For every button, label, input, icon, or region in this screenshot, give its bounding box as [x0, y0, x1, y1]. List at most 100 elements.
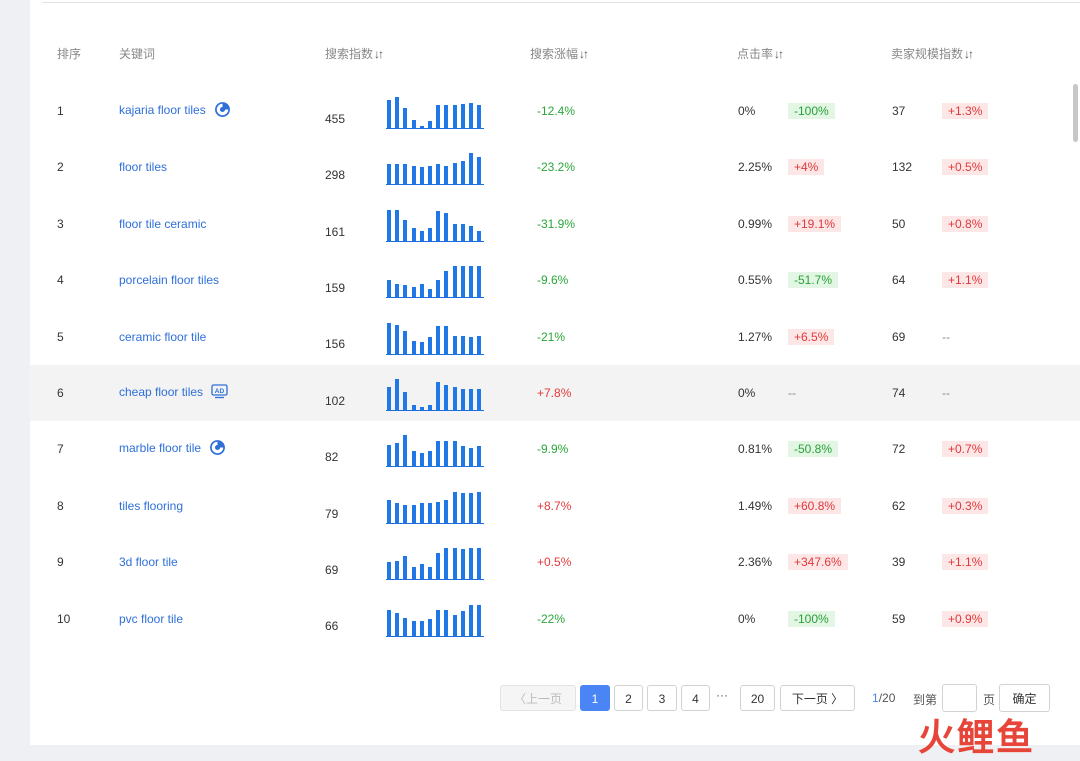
keyword-link[interactable]: ceramic floor tile	[119, 330, 206, 344]
keyword-link[interactable]: tiles flooring	[119, 499, 183, 513]
sparkline-bar	[444, 325, 449, 354]
table-row[interactable]: 2 floor tiles 298 -23.2% 2.25% +4% 132 +0.5%	[30, 139, 1080, 195]
keyword-text[interactable]: kajaria floor tiles	[119, 103, 206, 118]
ctr-change-badge: -51.7%	[788, 272, 839, 289]
keyword-link[interactable]: floor tiles	[119, 160, 167, 174]
search-trend-sparkline	[386, 262, 484, 299]
table-row[interactable]: 6 cheap floor tiles AD 102 +7.8% 0% -- 74 --	[30, 365, 1080, 421]
sparkline-bar	[428, 567, 432, 580]
seller-change-badge: +1.1%	[942, 554, 989, 571]
sparkline-bar	[469, 336, 473, 354]
seller-change-badge: +0.9%	[942, 610, 989, 627]
search-growth-cell: +8.7%	[537, 498, 572, 513]
sort-icon[interactable]: ↓↑	[774, 47, 784, 61]
sparkline-bar	[411, 166, 416, 185]
pie-chart-icon[interactable]	[209, 439, 226, 459]
pagination-ellipsis[interactable]: ···	[716, 688, 728, 702]
keyword-text[interactable]: cheap floor tiles	[119, 385, 204, 400]
table-row[interactable]: 7 marble floor tile 82 -9.9% 0.81% -50.8% 72 +0…	[30, 421, 1080, 477]
sparkline-bar	[411, 227, 416, 241]
sparkline-bar	[436, 501, 441, 523]
ctr-cell: 0%	[738, 386, 756, 400]
table-row[interactable]: 9 3d floor tile 69 +0.5% 2.36% +347.6% 39 +1.1%	[30, 534, 1080, 590]
keyword-link[interactable]: pvc floor tile	[119, 612, 183, 626]
sparkline-bar	[436, 210, 441, 241]
sparkline-bar	[395, 443, 400, 467]
sparkline-bar	[477, 266, 482, 298]
keyword-text[interactable]: floor tiles	[119, 160, 168, 175]
search-index-cell: 298	[325, 168, 346, 183]
page-3-button[interactable]: 3	[647, 685, 677, 711]
page-2-button[interactable]: 2	[614, 685, 643, 711]
sparkline-bar	[428, 166, 432, 185]
keyword-link[interactable]: porcelain floor tiles	[119, 273, 219, 287]
sparkline-bar	[460, 610, 465, 636]
rank-cell: 8	[57, 498, 64, 513]
page-4-button[interactable]: 4	[681, 685, 710, 711]
search-trend-sparkline	[386, 431, 484, 468]
pie-chart-icon[interactable]	[214, 101, 231, 121]
table-row[interactable]: 1 kajaria floor tiles 455 -12.4% 0% -100% 37 +1…	[30, 83, 1080, 139]
sparkline-bar	[419, 126, 424, 128]
sparkline-bar	[460, 161, 465, 185]
seller-index-cell: 69	[892, 329, 906, 344]
sparkline-bar	[403, 219, 408, 241]
sparkline-bar	[444, 441, 449, 467]
sparkline-bar	[452, 335, 457, 354]
page-1-button[interactable]: 1	[580, 685, 610, 711]
search-index-cell: 82	[325, 450, 339, 465]
keyword-text[interactable]: ceramic floor tile	[119, 329, 207, 344]
next-page-button[interactable]: 下一页 〉	[780, 685, 855, 711]
sparkline-bar	[403, 392, 408, 410]
ctr-cell: 0%	[738, 104, 756, 118]
sparkline-bar	[403, 108, 408, 128]
seller-index-cell: 37	[892, 104, 906, 118]
sparkline-bar	[460, 389, 465, 410]
keyword-text[interactable]: pvc floor tile	[119, 611, 184, 626]
prev-page-button[interactable]: 〈上一页	[500, 685, 576, 711]
search-growth-cell: -9.6%	[537, 273, 569, 288]
sparkline-bar	[444, 212, 449, 241]
table-row[interactable]: 8 tiles flooring 79 +8.7% 1.49% +60.8% 62 +0.3%	[30, 478, 1080, 534]
rank-cell: 10	[57, 611, 71, 626]
table-row[interactable]: 3 floor tile ceramic 161 -31.9% 0.99% +19.1% 5…	[30, 196, 1080, 252]
ctr-change-badge: +6.5%	[788, 328, 835, 345]
keyword-link[interactable]: marble floor tile	[119, 439, 226, 459]
sparkline-bar	[395, 284, 400, 298]
page-20-button[interactable]: 20	[740, 685, 775, 711]
sort-icon[interactable]: ↓↑	[374, 47, 384, 61]
keyword-text[interactable]: tiles flooring	[119, 498, 184, 513]
header-seller-index[interactable]: 卖家规模指数↓↑	[891, 47, 974, 61]
sparkline-bar	[411, 567, 416, 580]
keyword-text[interactable]: marble floor tile	[119, 441, 202, 456]
table-row[interactable]: 5 ceramic floor tile 156 -21% 1.27% +6.5% 69 --	[30, 309, 1080, 365]
ctr-cell: 1.49%	[738, 498, 773, 513]
table-row[interactable]: 10 pvc floor tile 66 -22% 0% -100% 59 +0.9%	[30, 591, 1080, 647]
keyword-link[interactable]: 3d floor tile	[119, 555, 178, 569]
sparkline-bar	[411, 504, 416, 523]
sparkline-bar	[477, 157, 482, 185]
keyword-link[interactable]: floor tile ceramic	[119, 217, 206, 231]
keyword-link[interactable]: kajaria floor tiles	[119, 101, 231, 121]
confirm-button[interactable]: 确定	[999, 684, 1050, 712]
header-ctr[interactable]: 点击率↓↑	[737, 47, 784, 61]
sparkline-bar	[469, 153, 473, 185]
keyword-link[interactable]: cheap floor tiles AD	[119, 384, 228, 402]
rank-cell: 1	[57, 104, 64, 118]
search-growth-cell: -22%	[537, 611, 566, 626]
keyword-text[interactable]: porcelain floor tiles	[119, 273, 220, 288]
sort-icon[interactable]: ↓↑	[579, 47, 589, 61]
goto-page-input[interactable]	[942, 684, 977, 712]
rank-cell: 9	[57, 555, 64, 570]
table-row[interactable]: 4 porcelain floor tiles 159 -9.6% 0.55% -51.7…	[30, 252, 1080, 308]
keyword-text[interactable]: 3d floor tile	[119, 555, 178, 570]
header-search-growth[interactable]: 搜索涨幅↓↑	[530, 47, 589, 61]
seller-index-cell: 39	[892, 555, 906, 570]
keyword-text[interactable]: floor tile ceramic	[119, 216, 207, 231]
header-search-index[interactable]: 搜索指数↓↑	[325, 47, 384, 61]
scrollbar-thumb[interactable]	[1073, 84, 1078, 142]
sparkline-bar	[452, 548, 457, 580]
sort-icon[interactable]: ↓↑	[964, 47, 974, 61]
sparkline-bar	[403, 556, 408, 580]
sparkline-bar	[428, 451, 432, 467]
